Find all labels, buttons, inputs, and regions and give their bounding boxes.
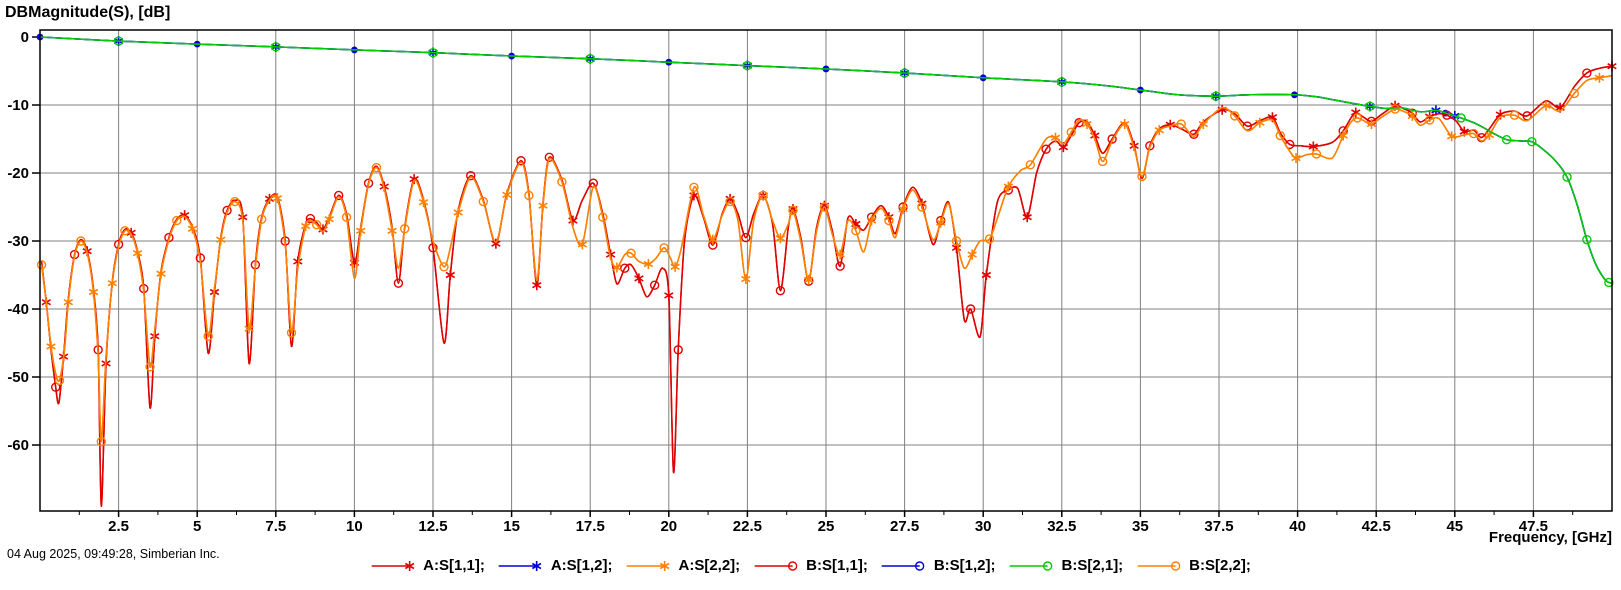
y-tick-label: -50: [7, 369, 29, 386]
x-tick-label: 47.5: [1519, 518, 1548, 535]
legend-label: B:S[1,2];: [933, 557, 996, 574]
legend-label: B:S[1,1];: [806, 557, 868, 574]
x-tick-label: 45: [1446, 518, 1463, 535]
legend-swatch: [498, 560, 542, 571]
legend-item-BS11[interactable]: B:S[1,1];: [753, 557, 868, 574]
x-tick-label: 42.5: [1362, 518, 1391, 535]
x-tick-label: 27.5: [890, 518, 919, 535]
y-tick-label: -60: [7, 437, 29, 454]
legend: A:S[1,1]; A:S[1,2]; A:S[2,2]; B:S[1,1]; B:S[…: [370, 557, 1251, 574]
x-tick-label: 20: [660, 518, 677, 535]
x-tick-label: 35: [1132, 518, 1149, 535]
timestamp: 04 Aug 2025, 09:49:28, Simberian Inc.: [7, 547, 220, 561]
x-tick-label: 5: [193, 518, 201, 535]
legend-swatch: [1137, 560, 1180, 571]
series-AS11: [40, 61, 1617, 507]
plot-frame: [39, 29, 1613, 512]
x-tick-label: 7.5: [265, 518, 286, 535]
legend-item-AS22[interactable]: A:S[2,2];: [625, 557, 740, 574]
legend-swatch: [754, 560, 797, 571]
x-tick-label: 12.5: [418, 518, 447, 535]
legend-label: A:S[1,2];: [550, 557, 613, 574]
legend-item-BS21[interactable]: B:S[2,1];: [1009, 557, 1124, 574]
y-tick-label: -40: [7, 301, 29, 318]
chart-title: DBMagnitude(S), [dB]: [5, 4, 171, 21]
legend-swatch: [881, 560, 925, 571]
legend-label: B:S[2,2];: [1189, 557, 1251, 574]
legend-swatch: [1009, 560, 1053, 571]
x-axis-title: Frequency, [GHz]: [1488, 529, 1612, 546]
legend-label: A:S[1,1];: [423, 557, 485, 574]
legend-swatch: [371, 560, 414, 571]
legend-item-BS12[interactable]: B:S[1,2];: [881, 557, 996, 574]
series-BS21: [39, 36, 1614, 288]
legend-item-AS12[interactable]: A:S[1,2];: [498, 557, 613, 574]
legend-label: B:S[2,1];: [1061, 557, 1124, 574]
y-tick-label: -30: [7, 233, 29, 250]
x-tick-label: 37.5: [1204, 518, 1233, 535]
y-tick-label: -10: [7, 97, 29, 114]
x-tick-label: 15: [503, 518, 520, 535]
legend-item-AS11[interactable]: A:S[1,1];: [370, 557, 485, 574]
x-tick-label: 40: [1289, 518, 1306, 535]
x-tick-label: 17.5: [576, 518, 605, 535]
legend-swatch: [626, 560, 670, 571]
series-BS22: [36, 75, 1613, 447]
x-tick-label: 22.5: [733, 518, 762, 535]
x-tick-label: 30: [975, 518, 992, 535]
y-tick-label: -20: [7, 165, 29, 182]
series-BS12: [36, 33, 1613, 284]
x-tick-label: 2.5: [108, 518, 129, 535]
x-tick-label: 25: [818, 518, 835, 535]
legend-item-BS22[interactable]: B:S[2,2];: [1136, 557, 1251, 574]
gridlines: [40, 30, 1612, 511]
axes: 0 -10 -20 -30 -40 -50 -60 2.5 5 7.5 10 12.5 15 17.5 20…: [7, 29, 1574, 535]
y-tick-label: 0: [21, 29, 29, 46]
x-tick-label: 32.5: [1047, 518, 1076, 535]
legend-label: A:S[2,2];: [678, 557, 741, 574]
x-tick-label: 10: [346, 518, 363, 535]
